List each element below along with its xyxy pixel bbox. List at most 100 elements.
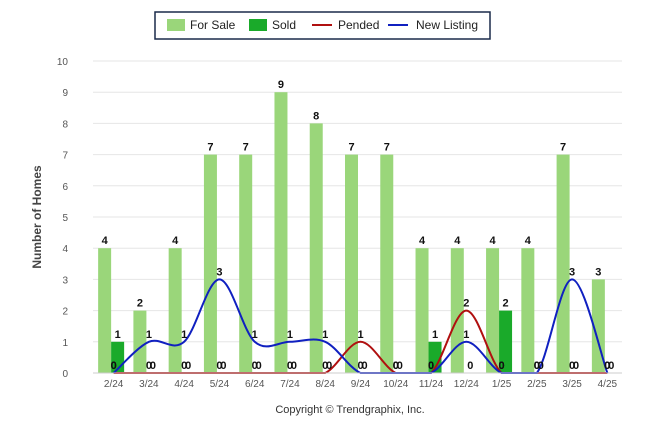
bar-sold-11-24 xyxy=(428,341,442,373)
bar-marks xyxy=(98,92,605,374)
y-tick-10: 10 xyxy=(57,57,69,68)
y-tick-5: 5 xyxy=(62,213,68,224)
label-pended-3-25: 0 xyxy=(569,360,575,372)
bar-for-sale-8-24 xyxy=(309,123,323,374)
label-new-listing-2-25: 0 xyxy=(534,360,540,372)
label-new-listing-6-24: 1 xyxy=(252,329,258,341)
label-new-listing-3-24: 1 xyxy=(146,329,152,341)
label-for-sale-4-25: 3 xyxy=(595,266,601,278)
label-pended-2-25: 0 xyxy=(534,360,540,372)
x-tick-4-25: 4/25 xyxy=(598,379,618,390)
bar-for-sale-10-24 xyxy=(380,154,394,373)
label-sold-6-24: 0 xyxy=(256,360,262,372)
label-for-sale-6-24: 7 xyxy=(243,142,249,154)
y-tick-8: 8 xyxy=(62,119,68,130)
label-pended-6-24: 0 xyxy=(252,360,258,372)
y-tick-3: 3 xyxy=(62,275,68,286)
label-sold-3-24: 0 xyxy=(150,360,156,372)
legend-label-pended: Pended xyxy=(338,18,379,32)
label-pended-5-24: 0 xyxy=(216,360,222,372)
copyright-text: Copyright © Trendgraphix, Inc. xyxy=(275,404,424,416)
label-sold-4-25: 0 xyxy=(608,360,614,372)
bar-for-sale-2-25 xyxy=(521,248,535,373)
legend-swatch-for-sale xyxy=(167,19,185,31)
x-tick-11-24: 11/24 xyxy=(419,379,444,390)
label-for-sale-3-24: 2 xyxy=(137,298,143,310)
label-pended-2-24: 0 xyxy=(111,360,117,372)
legend-label-new-listing: New Listing xyxy=(416,18,478,32)
label-new-listing-11-24: 0 xyxy=(428,360,434,372)
label-for-sale-5-24: 7 xyxy=(207,142,213,154)
x-tick-4-24: 4/24 xyxy=(174,379,194,390)
bar-for-sale-12-24 xyxy=(450,248,464,373)
legend-label-for-sale: For Sale xyxy=(190,18,236,32)
legend-label-sold: Sold xyxy=(272,18,296,32)
label-for-sale-12-24: 4 xyxy=(454,235,461,247)
x-tick-9-24: 9/24 xyxy=(351,379,371,390)
label-pended-9-24: 1 xyxy=(357,329,363,341)
x-tick-1-25: 1/25 xyxy=(492,379,512,390)
label-pended-8-24: 0 xyxy=(322,360,328,372)
label-for-sale-11-24: 4 xyxy=(419,235,426,247)
label-new-listing-9-24: 0 xyxy=(357,360,363,372)
label-sold-8-24: 0 xyxy=(326,360,332,372)
label-for-sale-9-24: 7 xyxy=(348,142,354,154)
label-sold-3-25: 0 xyxy=(573,360,579,372)
bar-for-sale-5-24 xyxy=(203,154,217,373)
label-for-sale-2-25: 4 xyxy=(525,235,532,247)
label-new-listing-3-25: 3 xyxy=(569,266,575,278)
label-sold-9-24: 0 xyxy=(361,360,367,372)
label-sold-1-25: 2 xyxy=(503,298,509,310)
legend-swatch-sold xyxy=(249,19,267,31)
label-for-sale-10-24: 7 xyxy=(384,142,390,154)
y-axis-ticks: 0 1 2 3 4 5 6 7 8 9 10 xyxy=(57,57,69,380)
x-tick-3-25: 3/25 xyxy=(562,379,582,390)
x-axis-ticks: 2/24 3/24 4/24 5/24 6/24 7/24 8/24 9/24 10/24 11/… xyxy=(93,372,622,390)
label-pended-12-24: 2 xyxy=(463,298,469,310)
label-sold-7-24: 0 xyxy=(291,360,297,372)
bar-for-sale-2-24 xyxy=(98,248,112,373)
label-pended-11-24: 0 xyxy=(428,360,434,372)
label-for-sale-3-25: 7 xyxy=(560,142,566,154)
bar-for-sale-11-24 xyxy=(415,248,429,373)
bar-for-sale-1-25 xyxy=(486,248,500,373)
bar-for-sale-4-25 xyxy=(591,279,605,373)
label-sold-12-24: 0 xyxy=(467,360,473,372)
y-axis-label: Number of Homes xyxy=(30,165,44,269)
label-pended-1-25: 0 xyxy=(499,360,505,372)
label-sold-4-24: 0 xyxy=(185,360,191,372)
y-tick-9: 9 xyxy=(62,88,68,99)
label-for-sale-2-24: 4 xyxy=(102,235,109,247)
label-new-listing-7-24: 1 xyxy=(287,329,293,341)
label-new-listing-4-25: 0 xyxy=(604,360,610,372)
label-new-listing-4-24: 1 xyxy=(181,329,187,341)
y-tick-4: 4 xyxy=(62,244,68,255)
bar-for-sale-4-24 xyxy=(168,248,182,373)
chart-legend: For Sale Sold Pended New Listing xyxy=(154,11,491,40)
label-sold-10-24: 0 xyxy=(397,360,403,372)
x-tick-12-24: 12/24 xyxy=(454,379,479,390)
x-tick-2-24: 2/24 xyxy=(104,379,124,390)
x-tick-3-24: 3/24 xyxy=(139,379,159,390)
label-for-sale-8-24: 8 xyxy=(313,110,319,122)
label-sold-2-24: 1 xyxy=(115,329,121,341)
label-new-listing-1-25: 0 xyxy=(499,360,505,372)
y-tick-1: 1 xyxy=(62,338,68,349)
bar-for-sale-3-25 xyxy=(556,154,570,373)
x-tick-6-24: 6/24 xyxy=(245,379,265,390)
label-pended-4-24: 0 xyxy=(181,360,187,372)
label-new-listing-8-24: 1 xyxy=(322,329,328,341)
label-for-sale-4-24: 4 xyxy=(172,235,179,247)
x-tick-7-24: 7/24 xyxy=(280,379,300,390)
label-new-listing-12-24: 1 xyxy=(463,329,469,341)
label-pended-4-25: 0 xyxy=(604,360,610,372)
y-tick-2: 2 xyxy=(62,307,68,318)
bar-for-sale-3-24 xyxy=(133,310,147,373)
label-pended-10-24: 0 xyxy=(393,360,399,372)
x-tick-10-24: 10/24 xyxy=(383,379,408,390)
bar-for-sale-9-24 xyxy=(345,154,358,373)
label-pended-7-24: 0 xyxy=(287,360,293,372)
x-tick-2-25: 2/25 xyxy=(527,379,547,390)
x-tick-5-24: 5/24 xyxy=(210,379,230,390)
